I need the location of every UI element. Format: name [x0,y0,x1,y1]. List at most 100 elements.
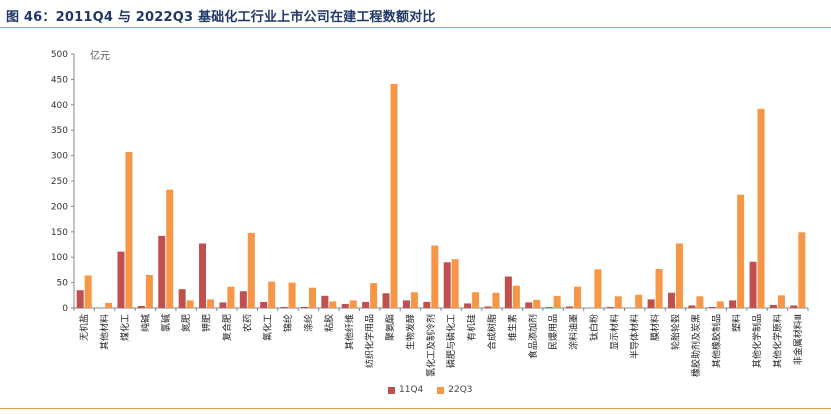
x-tick-label: 农药 [241,314,253,332]
bar-11q4 [280,306,288,308]
bar-11q4 [606,306,614,308]
bar-11q4 [443,262,451,308]
bar-22q3 [349,300,357,308]
bar-22q3 [512,285,520,308]
x-tick-label: 半导体材料 [629,314,641,359]
x-tick-label: 其他材料 [99,314,111,350]
legend-label-11q4: 11Q4 [399,385,424,395]
bar-22q3 [247,232,255,308]
y-tick-label: 250 [51,177,68,187]
x-tick-label: 轮胎轮毂 [669,314,681,350]
bar-22q3 [207,299,215,308]
legend-swatch-22q3 [437,386,445,394]
bar-22q3 [574,286,582,308]
x-tick-label: 有机硅 [466,314,478,341]
x-tick-label: 氯化工及制冷剂 [425,314,437,377]
x-tick-label: 磷肥与磷化工 [445,314,457,368]
bar-11q4 [647,299,655,308]
x-tick-label: 纺织化学用品 [364,314,376,368]
bar-22q3 [105,302,113,308]
bar-11q4 [708,306,716,308]
bar-22q3 [472,292,480,308]
x-tick-label: 氟化工 [262,314,274,341]
bar-22q3 [268,281,276,308]
bar-11q4 [239,291,247,308]
x-tick-label: 涂料油墨 [568,314,580,350]
bar-22q3 [635,294,643,308]
x-tick-label: 合成树脂 [486,314,498,350]
bar-22q3 [125,152,133,308]
bar-11q4 [769,304,777,308]
bar-11q4 [158,235,166,308]
x-tick-label: 膜材料 [649,314,661,341]
x-tick-label: 钾肥 [201,314,213,332]
y-tick-label: 300 [51,152,68,162]
x-tick-label: 橡胶助剂及炭黑 [690,314,702,377]
bar-22q3 [186,300,194,308]
bar-22q3 [716,301,724,308]
bar-22q3 [757,108,765,308]
y-tick-label: 350 [51,126,68,136]
bar-11q4 [321,295,329,308]
bar-11q4 [790,305,798,308]
bar-11q4 [484,306,492,308]
y-tick-label: 0 [62,304,68,314]
y-axis-unit-label: 亿元 [90,49,110,62]
bar-22q3 [614,296,622,308]
x-tick-label: 煤化工 [119,314,131,341]
x-tick-label: 非金属材料Ⅲ [792,314,804,365]
y-tick-label: 150 [51,228,68,238]
y-tick-label: 500 [51,50,68,60]
x-tick-label: 氮肥 [180,314,192,332]
x-tick-label: 民爆用品 [547,314,559,350]
y-tick-label: 400 [51,101,68,111]
legend-item-11q4: 11Q4 [388,385,423,395]
bar-11q4 [382,293,390,308]
chart-legend: 11Q4 22Q3 [388,385,473,395]
legend-label-22q3: 22Q3 [448,385,473,395]
bar-11q4 [178,289,186,308]
bar-22q3 [288,282,296,308]
x-tick-label: 氯碱 [160,314,172,332]
bar-22q3 [370,283,378,308]
x-tick-label: 维生素 [506,314,518,341]
bar-22q3 [675,243,683,308]
x-tick-label: 无机盐 [78,314,90,341]
x-tick-label: 钛白粉 [588,314,600,341]
bar-11q4 [219,302,227,308]
x-tick-label: 其他橡胶制品 [710,314,722,368]
bar-11q4 [566,306,574,308]
bar-11q4 [464,303,472,308]
bar-11q4 [402,300,410,308]
bar-22q3 [492,292,500,308]
y-tick-label: 200 [51,202,68,212]
x-tick-label: 锦纶 [282,314,294,332]
bar-22q3 [594,269,602,308]
x-tick-label: 食品添加剂 [527,314,539,359]
x-tick-label: 显示材料 [608,314,620,350]
bar-22q3 [84,275,92,308]
bar-11q4 [117,251,125,308]
bar-22q3 [655,268,663,308]
y-tick-label: 450 [51,75,68,85]
bar-22q3 [777,295,785,308]
x-tick-label: 其他纤维 [343,314,355,350]
legend-swatch-11q4 [388,386,395,394]
chart-title: 图 46：2011Q4 与 2022Q3 基础化工行业上市公司在建工程数额对比 [6,10,436,25]
bar-11q4 [341,303,349,308]
bar-22q3 [166,189,174,308]
x-tick-label: 涤纶 [302,314,314,332]
x-tick-label: 其他化学原料 [771,314,783,368]
x-tick-label: 聚氨酯 [384,314,396,341]
y-tick-label: 50 [57,279,69,289]
bar-22q3 [737,194,745,308]
bar-11q4 [137,305,145,308]
bar-22q3 [329,301,337,308]
bar-11q4 [688,305,696,308]
bar-11q4 [504,276,512,308]
x-tick-label: 复合肥 [221,314,233,341]
bar-22q3 [227,286,235,308]
bar-11q4 [525,302,533,308]
title-divider [0,27,831,28]
